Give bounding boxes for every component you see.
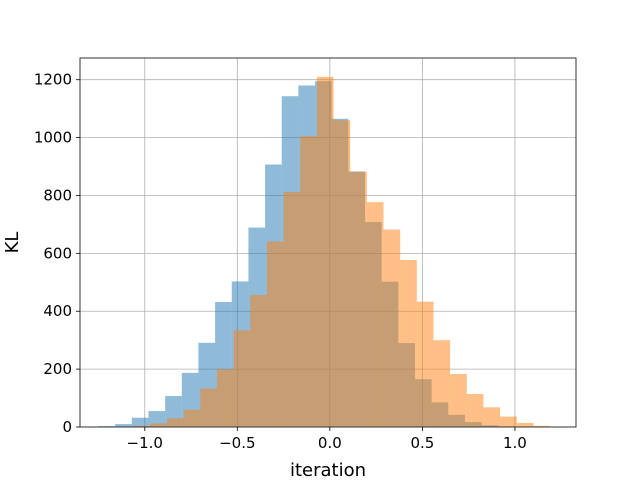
axis-ticks: −1.0 −0.5 0.0 0.5 1.0 0 200 400 600 800 1000 1200	[34, 71, 527, 452]
histogram-bar-s1-2	[150, 423, 167, 427]
histogram-bar-s1-20	[450, 374, 467, 427]
histogram-bar-s0-3	[148, 411, 166, 427]
histogram-bar-s1-14	[350, 171, 367, 427]
x-axis-label: iteration	[290, 460, 366, 480]
histogram-bar-s1-13	[333, 120, 351, 428]
histogram-bar-s0-2	[131, 417, 149, 427]
histogram-bar-s1-24	[516, 422, 534, 427]
histogram-bar-s1-19	[433, 340, 451, 427]
x-tick-label: −0.5	[219, 434, 255, 452]
histogram-bar-s1-12	[316, 76, 334, 427]
histogram-bars	[98, 76, 551, 428]
histogram-bar-s1-4	[183, 409, 201, 427]
histogram-bar-s1-18	[416, 301, 434, 427]
y-tick-label: 1000	[34, 129, 72, 147]
y-tick-label: 600	[43, 244, 72, 262]
x-tick-label: 0.5	[410, 434, 434, 452]
histogram-bar-s1-22	[483, 407, 501, 427]
histogram-bar-s1-8	[250, 295, 267, 427]
histogram-bar-s1-3	[166, 418, 184, 427]
y-tick-label: 200	[43, 360, 72, 378]
histogram-bar-s1-5	[200, 388, 217, 427]
x-tick-label: 0.0	[318, 434, 342, 452]
x-tick-label: −1.0	[127, 434, 163, 452]
histogram-bar-s1-11	[300, 136, 317, 427]
x-tick-label: 1.0	[503, 434, 527, 452]
histogram-bar-s1-16	[383, 229, 401, 427]
plot-frame	[79, 57, 577, 428]
histogram-bar-s1-23	[500, 416, 517, 427]
histogram-bar-s1-9	[266, 241, 284, 427]
histogram-bar-s1-15	[366, 202, 384, 427]
y-axis-label: KL	[2, 232, 23, 254]
histogram-bar-s1-1	[133, 425, 151, 427]
y-tick-label: 0	[62, 418, 72, 436]
histogram-bar-s1-6	[216, 369, 234, 427]
histogram-bar-s1-25	[533, 425, 551, 427]
y-tick-label: 400	[43, 302, 72, 320]
y-tick-label: 1200	[34, 71, 72, 89]
histogram-bar-s1-17	[400, 260, 417, 427]
histogram-bar-s0-1	[115, 424, 132, 427]
histogram-bar-s1-7	[233, 330, 251, 427]
histogram-bar-s1-21	[466, 394, 484, 427]
y-tick-label: 800	[43, 186, 72, 204]
histogram-bar-s1-10	[283, 191, 301, 427]
